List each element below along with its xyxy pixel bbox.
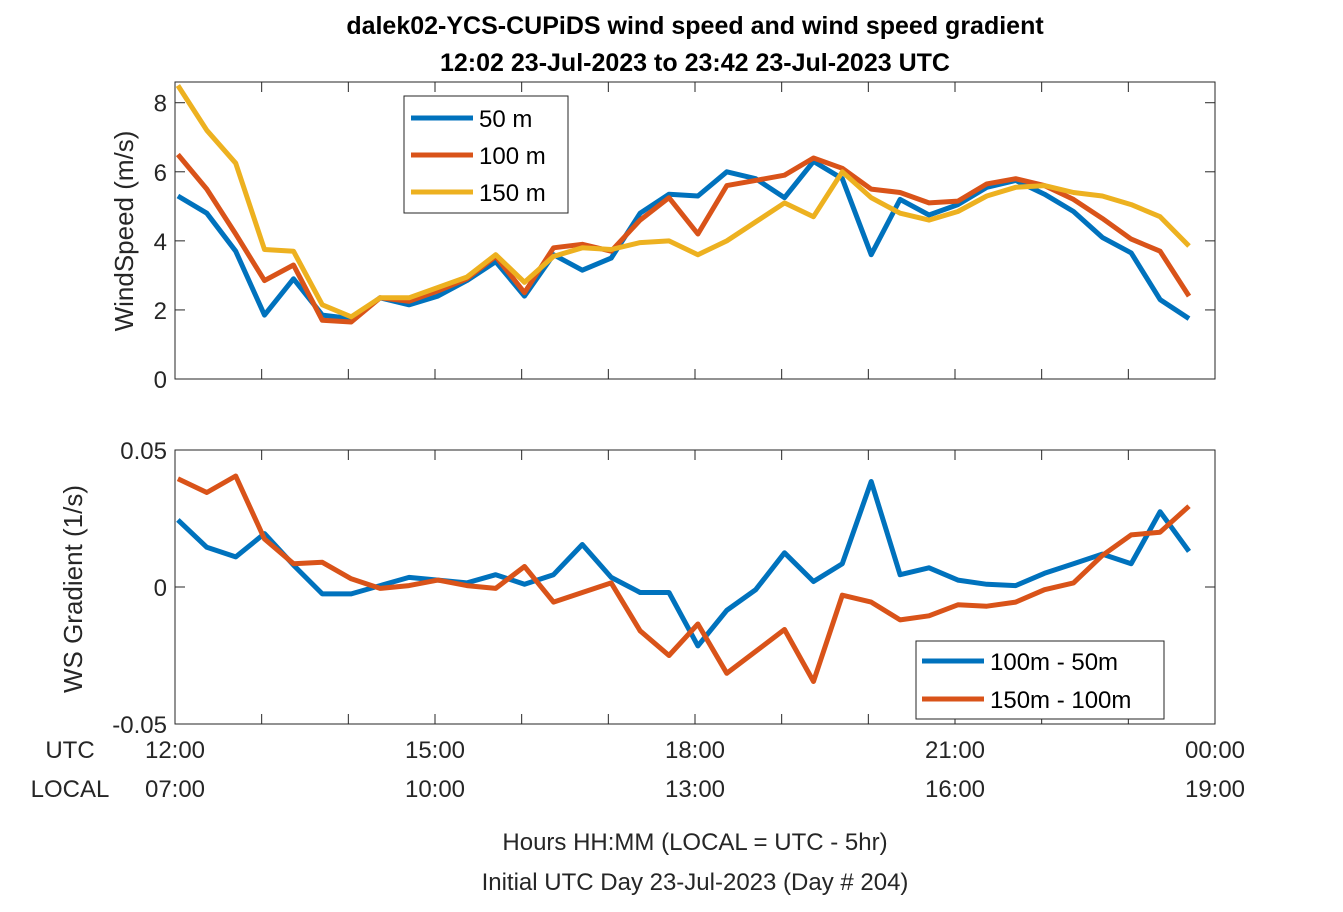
chart-title-line2: 12:02 23-Jul-2023 to 23:42 23-Jul-2023 U… [440,49,950,77]
series-line-100m-50m [176,479,1192,649]
chart-title-line1: dalek02-YCS-CUPiDS wind speed and wind s… [346,12,1044,40]
wind-speed-panel: 0 2 4 6 8 WindSpeed (m/s) 50 m 100 m 150 m [109,81,1216,394]
series-line-150-m [175,84,1191,320]
y-tick-label: 0 [154,367,167,394]
y-tick-label: 2 [154,298,167,325]
gradient-lines [176,473,1192,684]
legend-label: 150 m [479,180,546,207]
x-axis-caption: Hours HH:MM (LOCAL = UTC - 5hr) [502,829,887,856]
y-tick-label: 6 [154,160,167,187]
wind-speed-y-label: WindSpeed (m/s) [109,131,139,332]
y-tick-label: 4 [154,229,167,256]
gradient-y-label: WS Gradient (1/s) [58,485,88,693]
y-tick-label: 8 [154,91,167,118]
x-tick-label-utc: 18:00 [665,737,725,764]
local-row-label: LOCAL [31,776,110,803]
gradient-y-ticks: -0.05 0 0.05 [112,438,1215,739]
x-tick-label-local: 10:00 [405,776,465,803]
wind-speed-legend: 50 m 100 m 150 m [403,95,569,214]
wind-speed-lines [175,84,1192,325]
x-tick-label-utc: 12:00 [145,737,205,764]
x-tick-labels: 12:00 07:00 15:00 10:00 18:00 13:00 21:00 16:00… [145,737,1245,803]
gradient-legend: 100m - 50m 150m - 100m [915,640,1165,720]
y-tick-label: 0 [154,575,167,602]
x-tick-label-local: 19:00 [1185,776,1245,803]
x-tick-label-utc: 00:00 [1185,737,1245,764]
legend-label: 100m - 50m [990,649,1118,676]
x-tick-label-local: 16:00 [925,776,985,803]
x-tick-label-utc: 21:00 [925,737,985,764]
x-tick-label-utc: 15:00 [405,737,465,764]
day-caption: Initial UTC Day 23-Jul-2023 (Day # 204) [482,869,909,896]
x-tick-label-local: 07:00 [145,776,205,803]
utc-row-label: UTC [45,737,94,764]
x-tick-label-local: 13:00 [665,776,725,803]
series-line-50-m [176,158,1191,322]
series-line-150m-100m [176,473,1191,684]
series-line-100-m [175,152,1192,325]
gradient-legend-box [915,640,1165,720]
wind-speed-y-ticks: 0 2 4 6 8 [154,91,1215,394]
legend-label: 150m - 100m [990,687,1131,714]
wind-speed-x-ticks [174,82,1216,379]
legend-label: 100 m [479,143,546,170]
y-tick-label: 0.05 [120,438,167,465]
gradient-x-ticks [174,450,1216,724]
y-tick-label: -0.05 [112,712,167,739]
legend-label: 50 m [479,106,532,133]
